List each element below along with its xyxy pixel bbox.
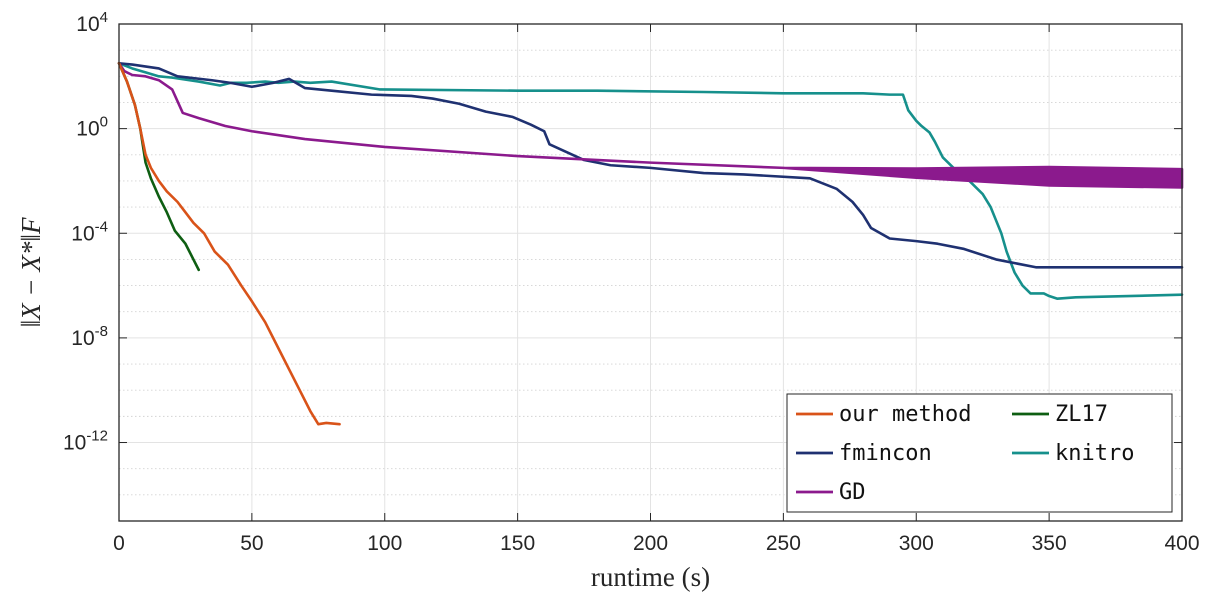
legend-label-gd: GD <box>839 480 866 505</box>
x-tick-label: 100 <box>367 532 402 555</box>
x-tick-label: 300 <box>899 532 934 555</box>
x-axis-label: runtime (s) <box>591 562 710 592</box>
legend: our method ZL17 fmincon knitro GD <box>786 393 1173 513</box>
ticks: 0 50 100 150 200 250 300 350 400 104 100 10-4 10-8 10… <box>63 9 1200 555</box>
legend-label-zl17: ZL17 <box>1055 402 1108 427</box>
x-tick-label: 250 <box>766 532 801 555</box>
y-axis-label: ‖X − X*‖F <box>16 217 46 327</box>
y-tick-label: 10-4 <box>71 218 108 245</box>
x-tick-label: 350 <box>1032 532 1067 555</box>
series-line-fmincon <box>117 61 1184 269</box>
x-tick-label: 50 <box>240 532 263 555</box>
x-tick-label: 200 <box>633 532 668 555</box>
legend-label-our-method: our method <box>839 402 971 427</box>
legend-box <box>786 393 1173 513</box>
y-tick-label: 104 <box>76 9 108 36</box>
series-line-our-method <box>117 61 341 426</box>
y-tick-label: 10-8 <box>71 323 108 350</box>
y-tick-label: 100 <box>76 114 108 141</box>
legend-label-fmincon: fmincon <box>839 441 932 466</box>
x-tick-label: 150 <box>500 532 535 555</box>
legend-label-knitro: knitro <box>1055 441 1134 466</box>
x-tick-label: 0 <box>113 532 125 555</box>
x-tick-label: 400 <box>1164 532 1199 555</box>
y-tick-label: 10-12 <box>63 428 108 455</box>
